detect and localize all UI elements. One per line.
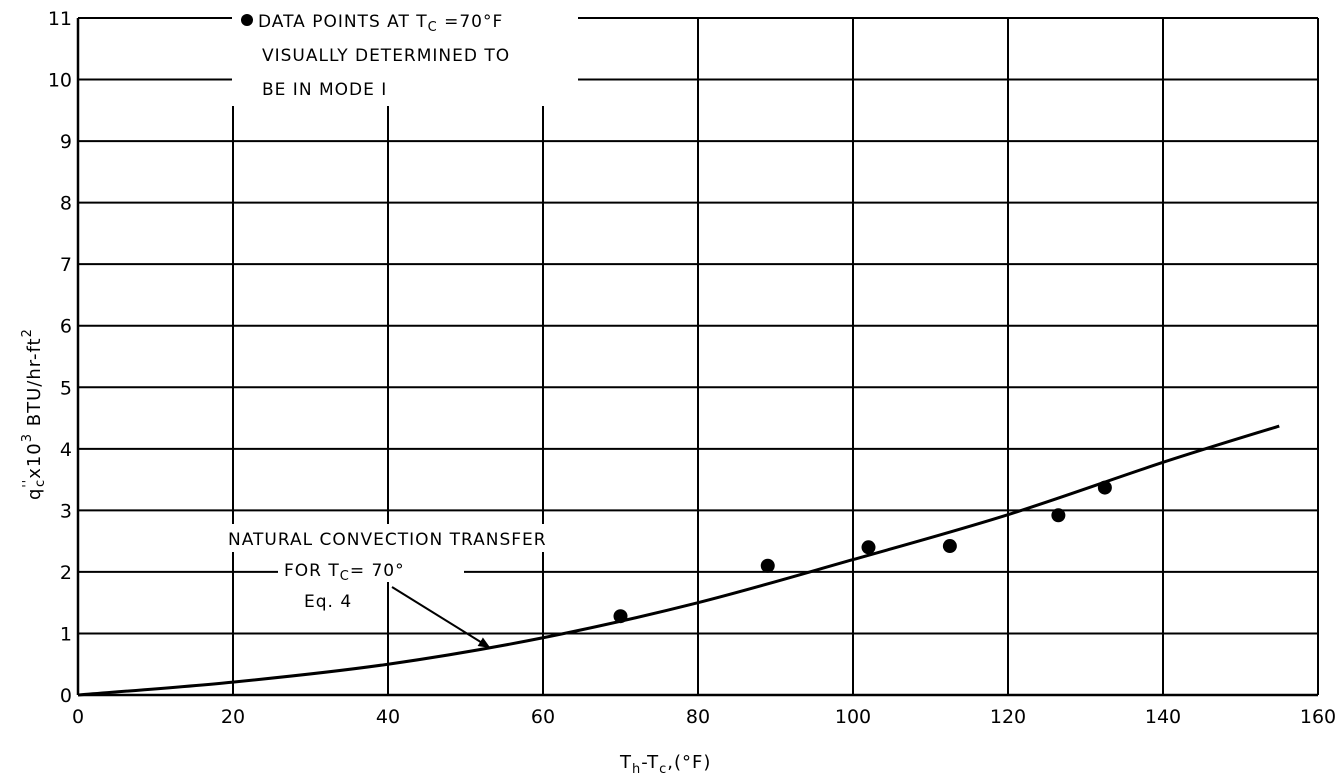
annotation-line-3: Eq. 4 [304, 592, 352, 612]
data-point-2 [861, 540, 876, 555]
annotation-line-2-sub: C [340, 569, 350, 584]
x-tick-label-3: 60 [531, 706, 555, 728]
legend-background [232, 8, 578, 106]
axes [76, 18, 1318, 697]
y-label-times: x10 [24, 442, 45, 479]
y-tick-label-4: 4 [60, 439, 72, 461]
legend-line-1-sub: C [428, 20, 438, 35]
y-tick-label-5: 5 [60, 377, 72, 399]
x-axis-label: Th-Tc,(°F) [619, 752, 711, 777]
x-tick-label-5: 100 [835, 706, 871, 728]
curve-annotation: NATURAL CONVECTION TRANSFER FOR TC= 70° … [220, 524, 610, 649]
x-tick-label-1: 20 [221, 706, 245, 728]
data-point-5 [1097, 480, 1112, 495]
y-tick-label-9: 9 [60, 131, 72, 153]
x-tick-label-4: 80 [686, 706, 710, 728]
x-label-sub-h: h [632, 762, 641, 777]
legend-line-3: BE IN MODE I [262, 80, 387, 100]
y-label-sub-c: c [33, 479, 48, 487]
legend-line-1: DATA POINTS AT TC =70°F [258, 12, 503, 35]
series-natural-convection-curve [77, 424, 1280, 697]
annotation-bg-3 [296, 585, 366, 613]
annotation-bg-2 [278, 552, 464, 582]
annotation-line-2-part-b: = 70° [350, 561, 405, 581]
natural-convection-curve [77, 424, 1280, 697]
x-label-dash-t: -T [641, 752, 659, 773]
y-label-exp3: 3 [20, 433, 35, 442]
y-tick-label-7: 7 [60, 254, 72, 276]
y-tick-label-3: 3 [60, 500, 72, 522]
y-tick-label-1: 1 [60, 623, 72, 645]
annotation-arrow [391, 586, 491, 649]
y-tick-label-11: 11 [48, 8, 72, 30]
grid [77, 17, 1319, 696]
y-axis-label: q''cx103 BTU/hr-ft2 [20, 328, 48, 500]
y-tick-label-8: 8 [60, 193, 72, 215]
legend-line-1-part-a: DATA POINTS AT T [258, 12, 428, 32]
y-tick-label-0: 0 [60, 685, 72, 707]
x-label-sub-c: c [659, 762, 667, 777]
y-label-unit: BTU/hr-ft [24, 337, 45, 433]
x-tick-label-0: 0 [72, 706, 84, 728]
legend-line-1-part-b: =70°F [438, 12, 504, 32]
x-tick-label-8: 160 [1300, 706, 1336, 728]
series-data-points [613, 480, 1112, 624]
annotation-bg-1 [220, 524, 610, 552]
x-tick-label-2: 40 [376, 706, 400, 728]
tick-labels: 0 20 40 60 80 100 120 140 160 0 1 2 3 4 5 6 7 8 9 10 11 [48, 8, 1336, 728]
legend-line-2: VISUALLY DETERMINED TO [262, 46, 510, 66]
data-point-4 [1051, 508, 1066, 523]
data-point-3 [942, 539, 957, 554]
y-label-exp2: 2 [20, 328, 35, 337]
x-tick-label-7: 140 [1145, 706, 1181, 728]
legend-marker-dot [241, 14, 253, 26]
legend: DATA POINTS AT TC =70°F VISUALLY DETERMI… [232, 8, 578, 106]
data-point-0 [613, 609, 628, 624]
x-tick-label-6: 120 [990, 706, 1026, 728]
y-tick-label-6: 6 [60, 316, 72, 338]
annotation-line-2-part-a: FOR T [284, 561, 340, 581]
y-label-primes: '' [20, 479, 34, 488]
annotation-line-1: NATURAL CONVECTION TRANSFER [228, 530, 547, 550]
y-tick-label-10: 10 [48, 70, 72, 92]
x-label-unit: ,(°F) [667, 752, 711, 773]
annotation-line-2: FOR TC= 70° [284, 561, 405, 584]
y-label-q: q [24, 488, 45, 500]
x-label-t: T [619, 752, 632, 773]
data-point-1 [760, 558, 775, 573]
y-tick-label-2: 2 [60, 562, 72, 584]
